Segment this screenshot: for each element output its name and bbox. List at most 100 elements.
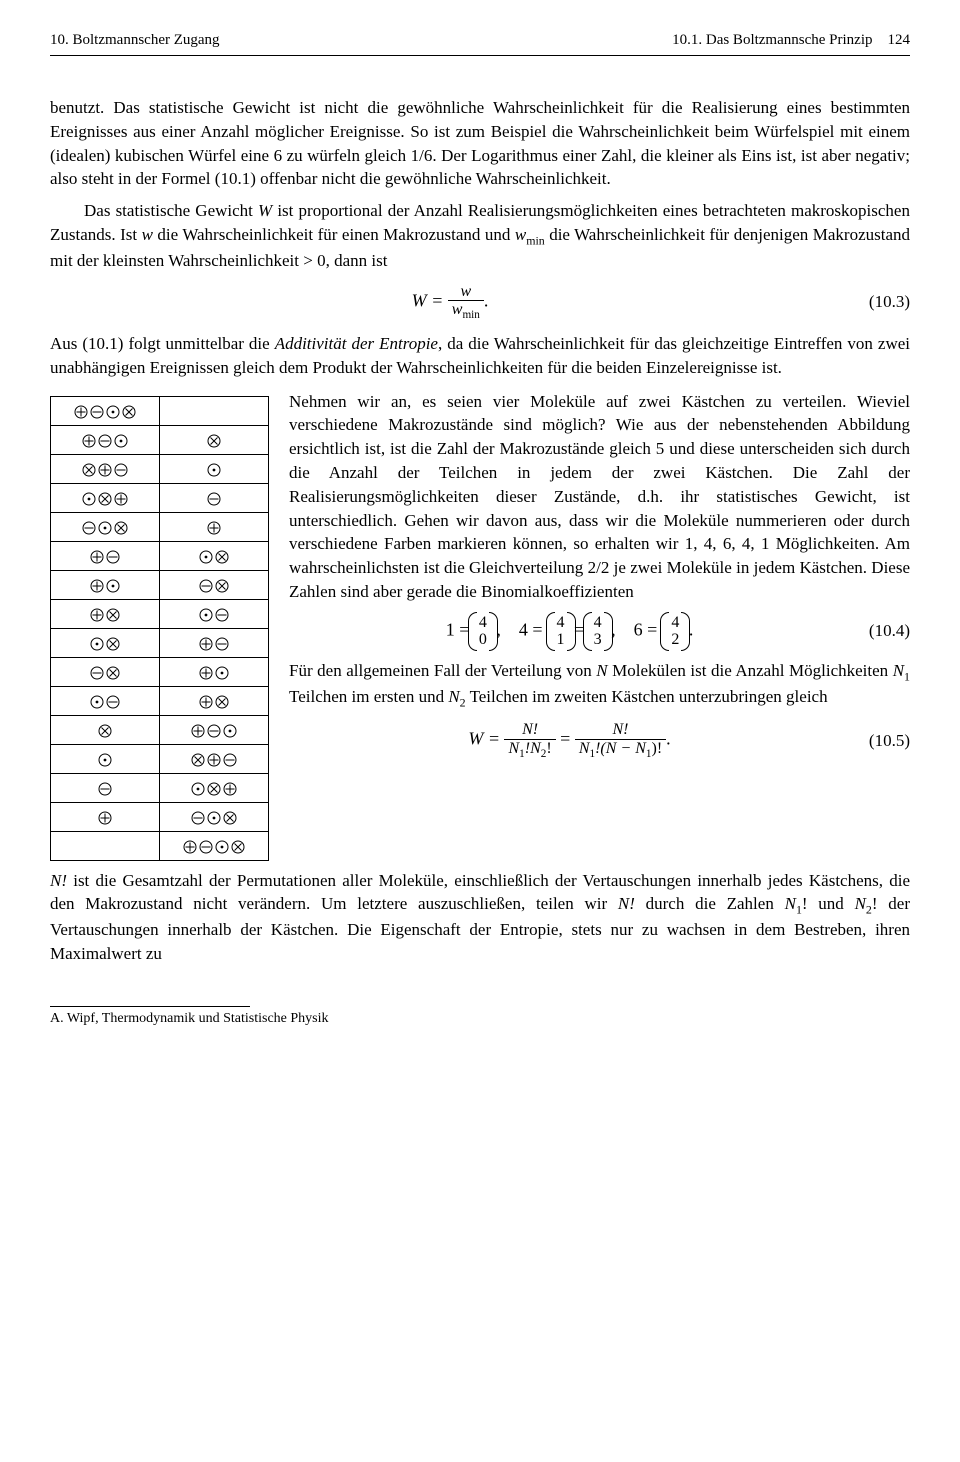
- circled-times-icon: [122, 405, 136, 419]
- circled-times-icon: [215, 579, 229, 593]
- table-cell: [160, 599, 269, 628]
- circled-times-icon: [82, 463, 96, 477]
- circled-minus-icon: [223, 753, 237, 767]
- table-row: [51, 425, 269, 454]
- table-row: [51, 541, 269, 570]
- table-row: [51, 802, 269, 831]
- circled-plus-icon: [183, 840, 197, 854]
- circled-times-icon: [191, 753, 205, 767]
- circled-times-icon: [114, 521, 128, 535]
- paragraph-3: Aus (10.1) folgt unmittelbar die Additiv…: [50, 332, 910, 380]
- circled-plus-icon: [90, 550, 104, 564]
- circled-plus-icon: [114, 492, 128, 506]
- equation-number: (10.5): [850, 729, 910, 753]
- circled-plus-icon: [207, 521, 221, 535]
- circled-minus-icon: [90, 666, 104, 680]
- circled-minus-icon: [199, 579, 213, 593]
- equation-10-3: W = w wmin . (10.3): [50, 283, 910, 322]
- circled-dot-icon: [114, 434, 128, 448]
- circled-minus-icon: [199, 840, 213, 854]
- header-right: 10.1. Das Boltzmannsche Prinzip 124: [672, 30, 910, 51]
- table-cell: [51, 628, 160, 657]
- table-cell: [51, 831, 160, 860]
- circled-minus-icon: [90, 405, 104, 419]
- circled-dot-icon: [223, 724, 237, 738]
- table-cell: [51, 570, 160, 599]
- table-cell: [160, 425, 269, 454]
- table-cell: [160, 541, 269, 570]
- table-row: [51, 454, 269, 483]
- circled-minus-icon: [207, 724, 221, 738]
- circled-dot-icon: [207, 811, 221, 825]
- paragraph-2: Das statistische Gewicht W ist proportio…: [50, 199, 910, 273]
- circled-plus-icon: [74, 405, 88, 419]
- circled-times-icon: [207, 434, 221, 448]
- circled-plus-icon: [90, 579, 104, 593]
- circled-dot-icon: [90, 637, 104, 651]
- circled-plus-icon: [191, 724, 205, 738]
- table-cell: [51, 773, 160, 802]
- binomial: 43: [589, 614, 607, 649]
- circled-plus-icon: [98, 463, 112, 477]
- table-cell: [51, 483, 160, 512]
- circled-minus-icon: [106, 550, 120, 564]
- circled-dot-icon: [215, 666, 229, 680]
- equation-10-5: W = N! N1!N2! = N! N1!(N − N1)! . (10.5): [289, 721, 910, 760]
- table-cell: [160, 744, 269, 773]
- circled-plus-icon: [98, 811, 112, 825]
- circled-dot-icon: [191, 782, 205, 796]
- header-rule: [50, 55, 910, 56]
- table-cell: [160, 396, 269, 425]
- circled-times-icon: [231, 840, 245, 854]
- circled-dot-icon: [106, 405, 120, 419]
- table-cell: [160, 773, 269, 802]
- circled-minus-icon: [215, 637, 229, 651]
- table-row: [51, 715, 269, 744]
- page-number: 124: [888, 32, 911, 48]
- table-cell: [160, 831, 269, 860]
- circled-times-icon: [215, 550, 229, 564]
- circled-minus-icon: [106, 695, 120, 709]
- circled-times-icon: [98, 724, 112, 738]
- table-row: [51, 570, 269, 599]
- circled-times-icon: [207, 782, 221, 796]
- circled-plus-icon: [199, 695, 213, 709]
- paragraph-4: N! ist die Gesamtzahl der Permutationen …: [50, 869, 910, 966]
- table-cell: [51, 599, 160, 628]
- circled-plus-icon: [82, 434, 96, 448]
- table-row: [51, 512, 269, 541]
- microstates-table: [50, 396, 269, 861]
- header-left: 10. Boltzmannscher Zugang: [50, 30, 220, 51]
- table-cell: [51, 686, 160, 715]
- circled-minus-icon: [114, 463, 128, 477]
- circled-times-icon: [106, 666, 120, 680]
- table-row: [51, 744, 269, 773]
- circled-dot-icon: [199, 550, 213, 564]
- table-row: [51, 657, 269, 686]
- circled-dot-icon: [215, 840, 229, 854]
- table-row: [51, 773, 269, 802]
- equation-number: (10.3): [850, 290, 910, 314]
- table-cell: [51, 454, 160, 483]
- table-row: [51, 686, 269, 715]
- table-cell: [51, 541, 160, 570]
- table-cell: [160, 628, 269, 657]
- table-row: [51, 396, 269, 425]
- table-cell: [160, 657, 269, 686]
- circled-minus-icon: [207, 492, 221, 506]
- circled-dot-icon: [207, 463, 221, 477]
- circled-plus-icon: [199, 637, 213, 651]
- circled-minus-icon: [98, 434, 112, 448]
- circled-plus-icon: [223, 782, 237, 796]
- circled-dot-icon: [90, 695, 104, 709]
- table-cell: [51, 715, 160, 744]
- table-cell: [51, 744, 160, 773]
- binomial: 41: [552, 614, 570, 649]
- circled-times-icon: [106, 637, 120, 651]
- table-row: [51, 483, 269, 512]
- binomial: 42: [666, 614, 684, 649]
- circled-minus-icon: [191, 811, 205, 825]
- circled-minus-icon: [215, 608, 229, 622]
- running-header: 10. Boltzmannscher Zugang 10.1. Das Bolt…: [50, 30, 910, 51]
- table-cell: [160, 802, 269, 831]
